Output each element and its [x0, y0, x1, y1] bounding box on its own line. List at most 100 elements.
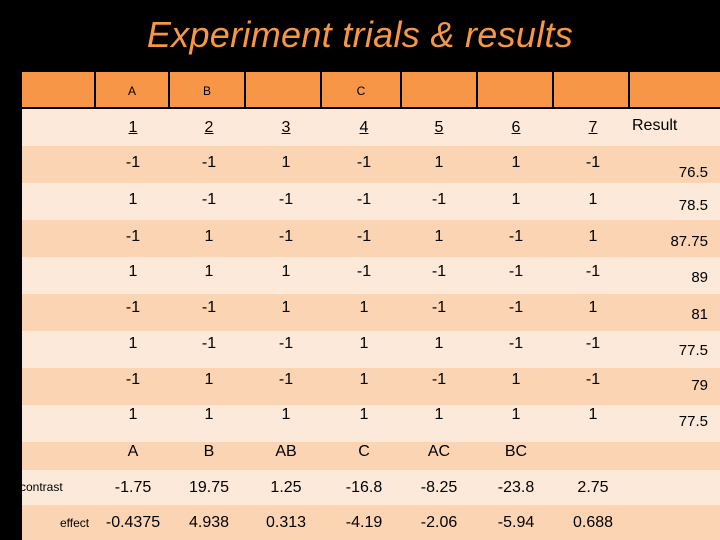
table-cell: -1: [431, 191, 447, 208]
header-cell-4: [322, 72, 400, 107]
table-row-band: [22, 257, 720, 294]
effect-name: C: [358, 443, 370, 460]
header-cell-result: [630, 72, 720, 107]
header-cell-3: [246, 72, 320, 107]
column-index: 5: [434, 119, 444, 136]
table-row-band: [22, 294, 720, 331]
table-row-band: [22, 146, 720, 183]
table-row-band: [22, 331, 720, 368]
effect-name: A: [127, 443, 139, 460]
header-cell-6: [478, 72, 552, 107]
table-cell: -1: [508, 263, 524, 280]
contrast-value: -1.75: [114, 479, 152, 496]
table-cell: -1: [585, 263, 601, 280]
table-cell: -1: [356, 263, 372, 280]
header-cell-2: [170, 72, 244, 107]
contrast-row-band: [22, 470, 720, 505]
table-cell: -1: [585, 154, 601, 171]
table-cell: -1: [201, 191, 217, 208]
table-cell: -1: [201, 299, 217, 316]
table-cell: 1: [588, 406, 598, 423]
table-row-band: [22, 405, 720, 442]
table-cell: -1: [585, 335, 601, 352]
contrast-value: -8.25: [420, 479, 458, 496]
factor-label: A: [127, 84, 136, 98]
contrast-value: -23.8: [497, 479, 535, 496]
table-cell: 1: [281, 263, 291, 280]
factor-label: C: [356, 84, 366, 98]
header-cell-7: [554, 72, 628, 107]
contrast-value: 2.75: [577, 479, 609, 496]
table-cell: -1: [508, 335, 524, 352]
factor-label: B: [202, 84, 211, 98]
result-header: Result: [632, 117, 678, 134]
table-cell: 1: [434, 154, 444, 171]
effect-value: 0.688: [572, 514, 614, 531]
effect-name: AC: [427, 443, 451, 460]
table-cell: -1: [356, 228, 372, 245]
contrast-value: -16.8: [345, 479, 383, 496]
table-cell: 1: [128, 335, 138, 352]
result-value: 76.5: [678, 164, 708, 181]
table-cell: 1: [204, 371, 214, 388]
header-cell-5: [402, 72, 476, 107]
header-cell-blank: [22, 72, 94, 107]
table-cell: -1: [278, 371, 294, 388]
table-cell: -1: [125, 154, 141, 171]
effect-value: -4.19: [345, 514, 383, 531]
contrast-value: 1.25: [270, 479, 302, 496]
table-cell: -1: [508, 228, 524, 245]
table-cell: -1: [356, 191, 372, 208]
table-cell: -1: [431, 299, 447, 316]
result-value: 81: [691, 306, 708, 323]
table-cell: 1: [359, 371, 369, 388]
table-cell: 1: [204, 263, 214, 280]
table-cell: -1: [125, 299, 141, 316]
table-cell: -1: [585, 371, 601, 388]
table-cell: 1: [511, 191, 521, 208]
table-cell: 1: [204, 406, 214, 423]
table-cell: 1: [359, 406, 369, 423]
table-cell: -1: [125, 228, 141, 245]
table-cell: -1: [431, 263, 447, 280]
column-index: 4: [359, 119, 369, 136]
table-cell: -1: [356, 154, 372, 171]
slide-title: Experiment trials & results: [146, 14, 574, 55]
table-cell: 1: [204, 228, 214, 245]
column-index: 2: [204, 119, 214, 136]
column-index: 1: [128, 119, 138, 136]
result-value: 77.5: [678, 342, 708, 359]
index-row-band: [22, 109, 720, 146]
table-cell: -1: [278, 228, 294, 245]
effect-name: BC: [504, 443, 528, 460]
table-cell: 1: [281, 299, 291, 316]
table-cell: 1: [588, 299, 598, 316]
result-value: 87.75: [670, 233, 708, 250]
table-cell: 1: [511, 406, 521, 423]
column-index: 6: [511, 119, 521, 136]
header-cell-1: [96, 72, 168, 107]
effect-name: AB: [275, 443, 297, 460]
column-index: 3: [281, 119, 291, 136]
effect-label: effect: [60, 516, 90, 530]
table-cell: -1: [201, 335, 217, 352]
table-cell: 1: [359, 299, 369, 316]
effect-value: -0.4375: [105, 514, 161, 531]
table-cell: -1: [431, 371, 447, 388]
column-index: 7: [588, 119, 598, 136]
result-value: 78.5: [678, 197, 708, 214]
table-cell: 1: [359, 335, 369, 352]
effect-row-band: [22, 505, 720, 540]
table-cell: 1: [511, 154, 521, 171]
table-row-band: [22, 368, 720, 405]
contrast-value: 19.75: [188, 479, 230, 496]
table-cell: -1: [125, 371, 141, 388]
table-cell: 1: [434, 228, 444, 245]
table-cell: 1: [434, 335, 444, 352]
table-row-band: [22, 183, 720, 220]
table-cell: 1: [511, 371, 521, 388]
table-cell: 1: [281, 154, 291, 171]
table-cell: -1: [201, 154, 217, 171]
table-cell: -1: [278, 191, 294, 208]
